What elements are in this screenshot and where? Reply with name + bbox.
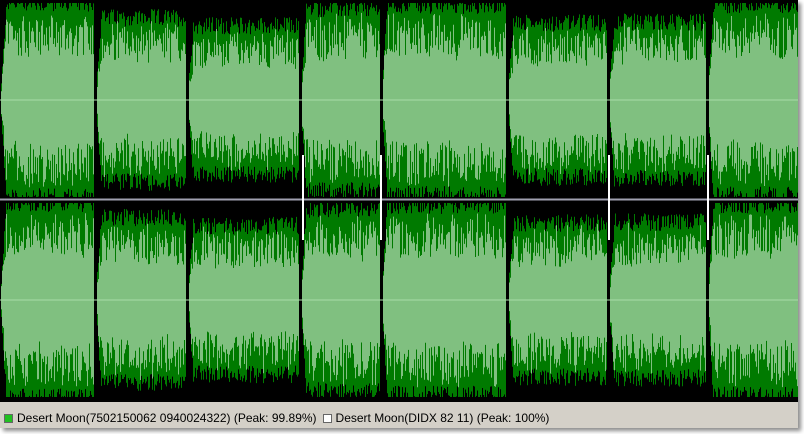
waveform-rms [1, 213, 798, 388]
legend-item: Desert Moon(7502150062 0940024322) (Peak… [4, 411, 317, 425]
legend-item: Desert Moon(DIDX 82 11) (Peak: 100%) [322, 411, 550, 425]
legend: Desert Moon(7502150062 0940024322) (Peak… [4, 409, 555, 427]
legend-label: Desert Moon(7502150062 0940024322) (Peak… [17, 411, 317, 425]
legend-label: Desert Moon(DIDX 82 11) (Peak: 100%) [335, 411, 550, 425]
waveform-window: Desert Moon(7502150062 0940024322) (Peak… [0, 0, 798, 428]
legend-swatch [4, 413, 13, 423]
legend-swatch [322, 413, 332, 423]
waveform-view [0, 0, 798, 402]
